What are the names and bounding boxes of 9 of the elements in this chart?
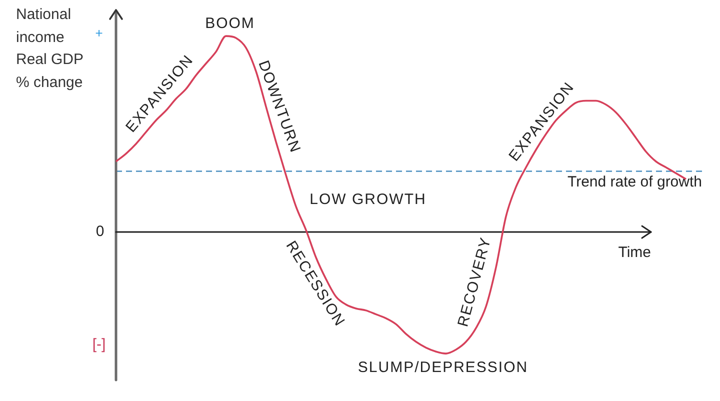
annotation: LOW GROWTH [310,191,426,208]
y-axis-title: National income Real GDP % change [16,6,84,90]
ref-line-label: Trend rate of growth [567,173,702,190]
text: [-] [92,336,106,354]
text: SLUMP/DEPRESSION [358,359,528,376]
text: BOOM [205,15,255,32]
text: 0 [96,223,104,240]
text: + [95,26,103,41]
x-axis-title: Time [618,244,651,262]
